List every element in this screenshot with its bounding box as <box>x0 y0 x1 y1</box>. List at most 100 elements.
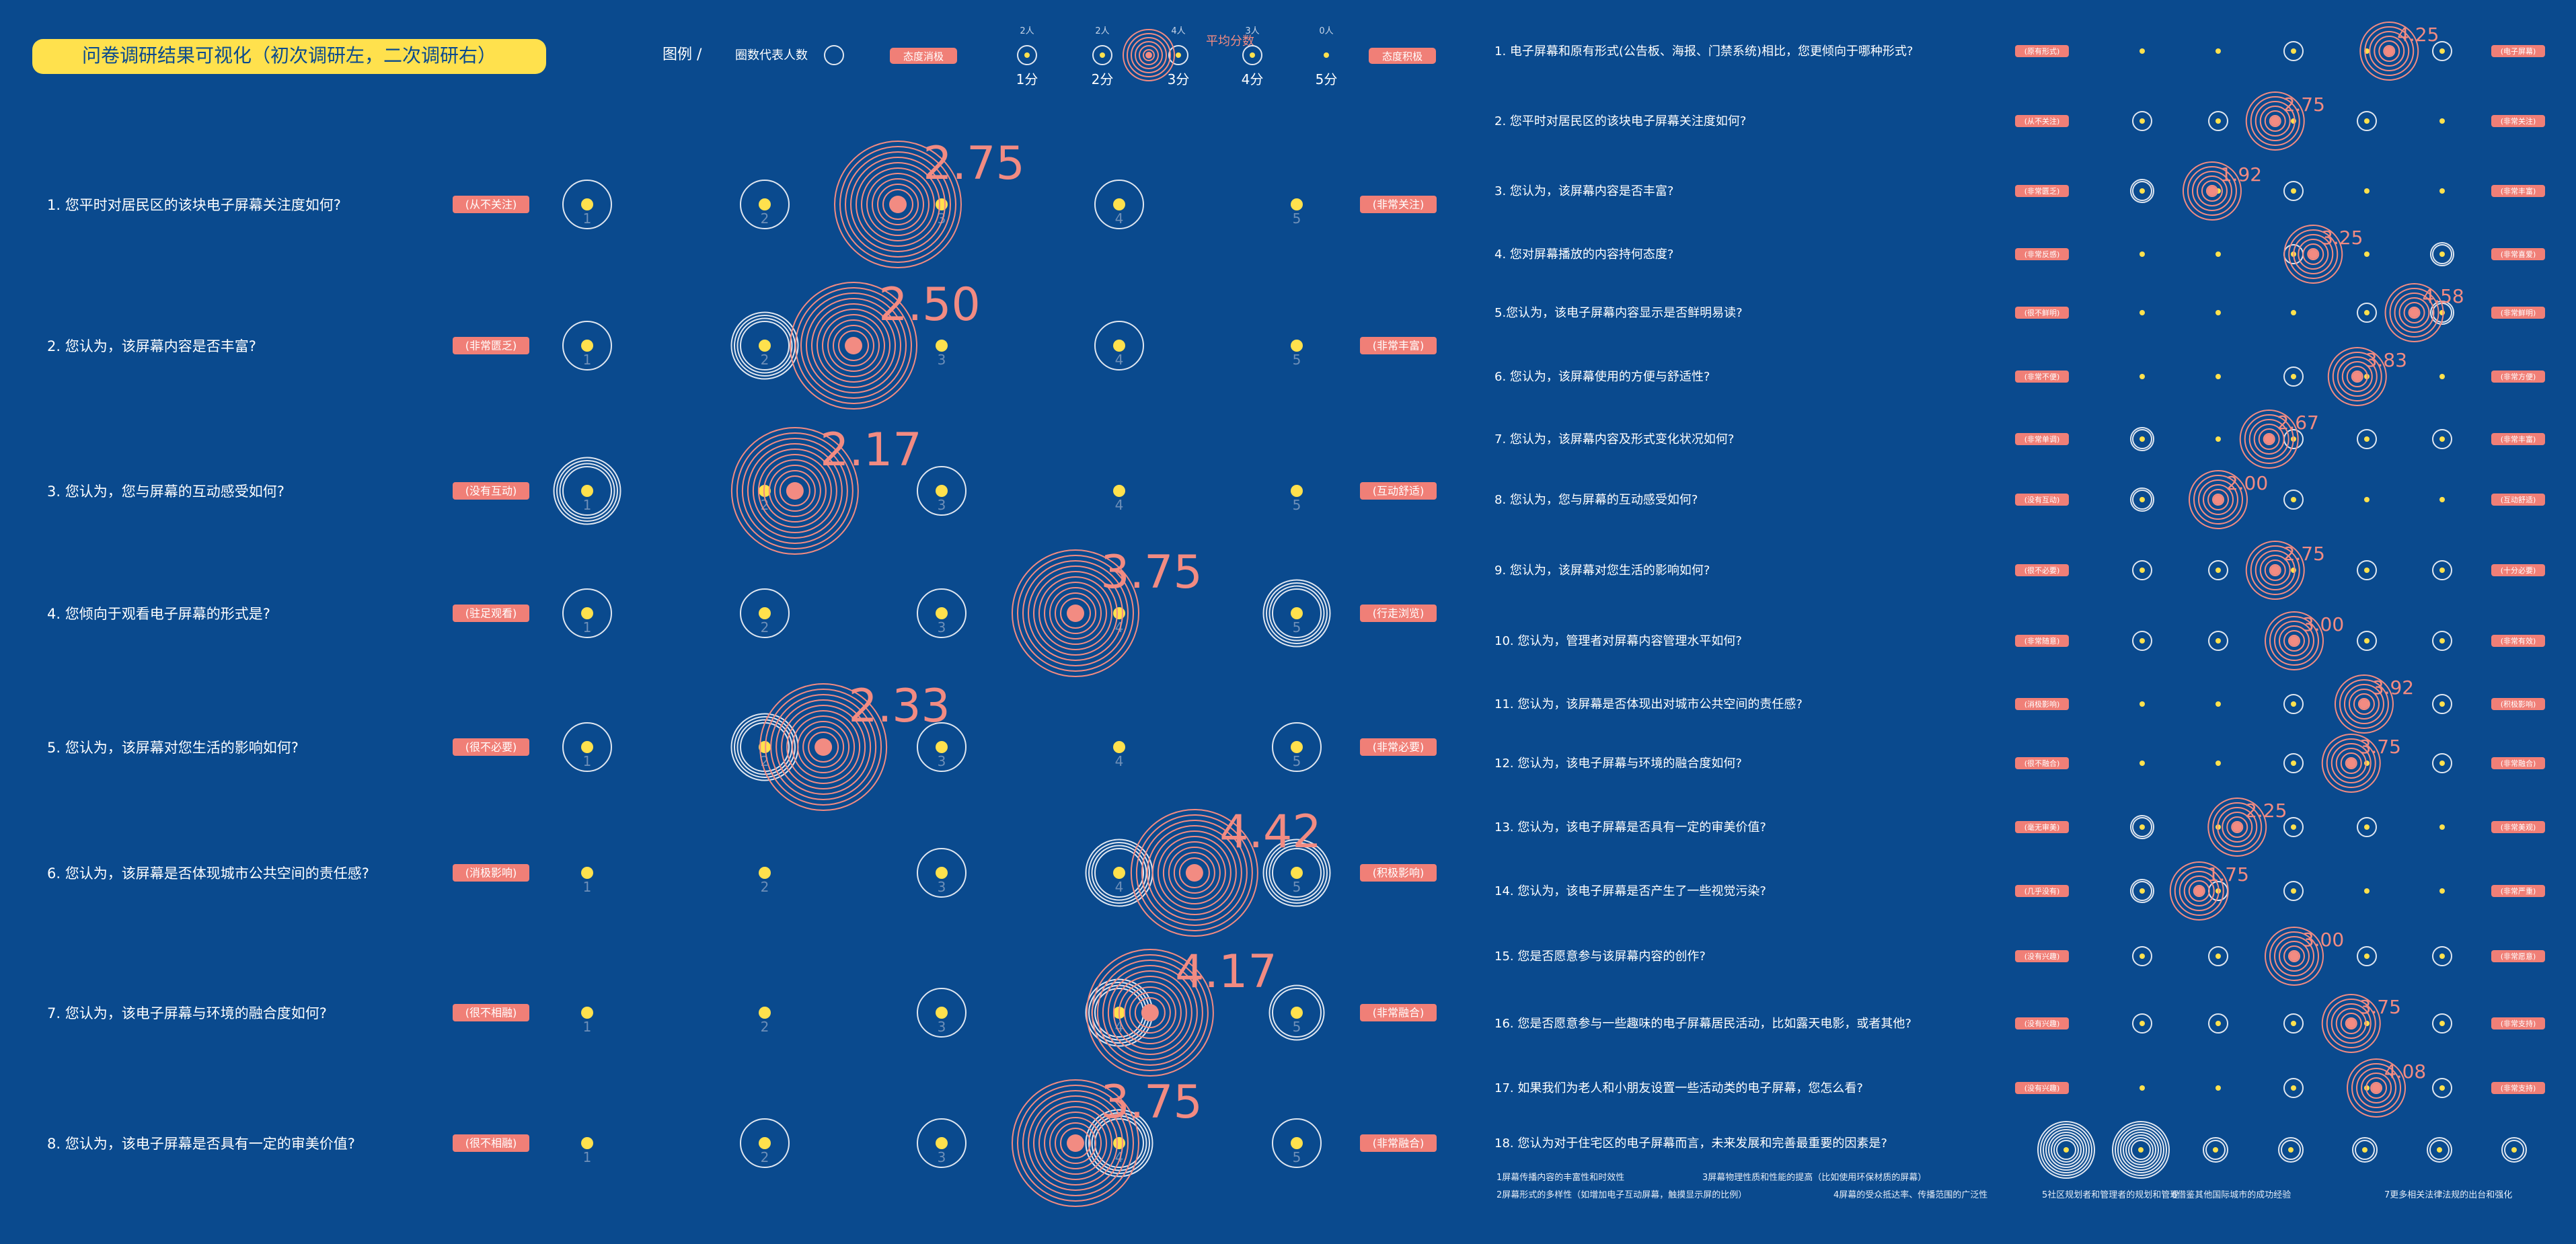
count-rings <box>2278 1137 2304 1163</box>
neg-tag-background <box>453 337 529 354</box>
score-dot <box>2439 1085 2445 1091</box>
pos-tag-label: (非常丰富) <box>1373 340 1425 352</box>
score-tick: 4 <box>1115 497 1124 513</box>
count-rings <box>2283 490 2304 510</box>
score-dot <box>2439 761 2445 766</box>
legend-score-1: 2人 1分 <box>1016 26 1038 87</box>
score-dot <box>1113 1137 1125 1149</box>
average-dot <box>2346 759 2356 768</box>
score-dot <box>759 867 771 879</box>
initial-survey-chart: 1. 您平时对居民区的该块电子屏幕关注度如何? (从不关注) (非常关注) 1 2 3 4 5… <box>47 137 1437 1207</box>
score-dot <box>2439 954 2445 959</box>
ring <box>2208 946 2228 966</box>
ring <box>2378 40 2400 62</box>
ring <box>2298 239 2329 270</box>
neg-tag-background <box>453 196 529 213</box>
ring <box>2351 371 2363 383</box>
ring <box>2264 110 2286 132</box>
pos-tag: (行走浏览) <box>1360 605 1437 622</box>
ring <box>1242 45 1262 65</box>
ring <box>2265 927 2324 986</box>
ring <box>1268 585 1325 642</box>
pos-tag: (非常融合) <box>1360 1004 1437 1021</box>
average-rings <box>759 683 888 811</box>
question-row: 7. 您认为，该电子屏幕与环境的融合度如何? (很不相融) (非常融合)1 2 3 4 54… <box>47 945 1437 1077</box>
count-rings <box>2432 694 2452 714</box>
ring <box>1107 970 1192 1055</box>
ring <box>1262 579 1331 648</box>
average-dot <box>889 196 907 213</box>
ring <box>2335 748 2367 779</box>
neg-tag-background <box>2015 45 2069 57</box>
legend-avg-label: 平均分数 <box>1206 34 1254 48</box>
ring <box>1123 29 1175 81</box>
count-rings <box>740 1118 790 1168</box>
ring <box>1168 847 1221 899</box>
score-dot <box>2439 310 2445 315</box>
ring <box>2245 91 2305 151</box>
ring <box>800 293 907 399</box>
neg-tag-label: (没有兴趣) <box>2024 951 2060 961</box>
ring <box>1055 592 1096 634</box>
average-dot <box>2289 636 2299 646</box>
ring <box>1049 587 1102 639</box>
ring <box>2187 166 2237 216</box>
average-value: 2.33 <box>848 680 950 733</box>
count-rings <box>2432 429 2452 449</box>
average-value: 2.75 <box>2283 543 2325 565</box>
ring <box>2348 689 2380 720</box>
pos-tag-label: (非常方便) <box>2501 372 2536 381</box>
ring <box>1266 842 1328 904</box>
score-tick: 5 <box>1293 619 1301 635</box>
legend-score-2: 2人 2分 <box>1092 26 1114 87</box>
ring <box>2169 861 2229 921</box>
count-rings <box>2208 946 2228 966</box>
neg-tag: (非常匮乏) <box>453 337 529 354</box>
count-rings <box>1085 839 1153 907</box>
average-rings <box>790 282 917 410</box>
ring <box>2130 179 2154 203</box>
average-rings <box>1130 809 1258 937</box>
ring <box>2283 881 2304 901</box>
score-dot <box>2291 568 2296 573</box>
pos-tag-background <box>2491 698 2545 710</box>
ring <box>763 459 827 522</box>
ring <box>1088 842 1150 904</box>
count-rings <box>2501 1137 2527 1163</box>
neg-tag: (非常单调) <box>2015 433 2069 445</box>
ring <box>559 463 615 519</box>
score-dot <box>1113 340 1125 352</box>
ring <box>2351 1063 2402 1113</box>
ring <box>2283 1013 2304 1034</box>
ring <box>730 427 859 555</box>
pos-tag-background <box>2491 433 2545 445</box>
score-dot <box>2364 118 2370 124</box>
score-dot <box>2291 118 2296 124</box>
neg-tag: (很不必要) <box>453 738 529 756</box>
count-rings <box>1262 839 1331 907</box>
ring <box>2352 1137 2378 1163</box>
ring <box>1272 722 1322 772</box>
legend-people-count: 4人 <box>1171 26 1185 36</box>
ring <box>2283 630 2305 652</box>
ring <box>2245 541 2305 600</box>
pos-tag-label: (互动舒适) <box>1373 485 1425 498</box>
neg-tag-background <box>2015 564 2069 576</box>
score-dot <box>2362 1147 2367 1153</box>
ring <box>2208 560 2228 580</box>
ring <box>2283 490 2304 510</box>
pos-tag: (非常丰富) <box>2491 185 2545 197</box>
question-label: 2. 您认为，该屏幕内容是否丰富? <box>47 338 256 354</box>
score-tick: 5 <box>1293 210 1301 227</box>
pos-tag-label: (非常愿意) <box>2501 951 2536 961</box>
score-dot <box>2215 568 2221 573</box>
score-dot <box>2291 761 2296 766</box>
neg-tag-background <box>2015 115 2069 127</box>
pos-tag-label: (电子屏幕) <box>2501 46 2536 56</box>
count-rings <box>2283 41 2304 61</box>
average-rings <box>2283 225 2343 284</box>
question-row: 7. 您认为，该屏幕内容及形式变化状况如何? (非常单调) (非常丰富) 2.67 <box>1494 410 2545 469</box>
legend-label: 图例 / <box>662 46 702 63</box>
question-label: 4. 您倾向于观看电子屏幕的形式是? <box>47 606 270 622</box>
ring <box>2244 414 2294 464</box>
